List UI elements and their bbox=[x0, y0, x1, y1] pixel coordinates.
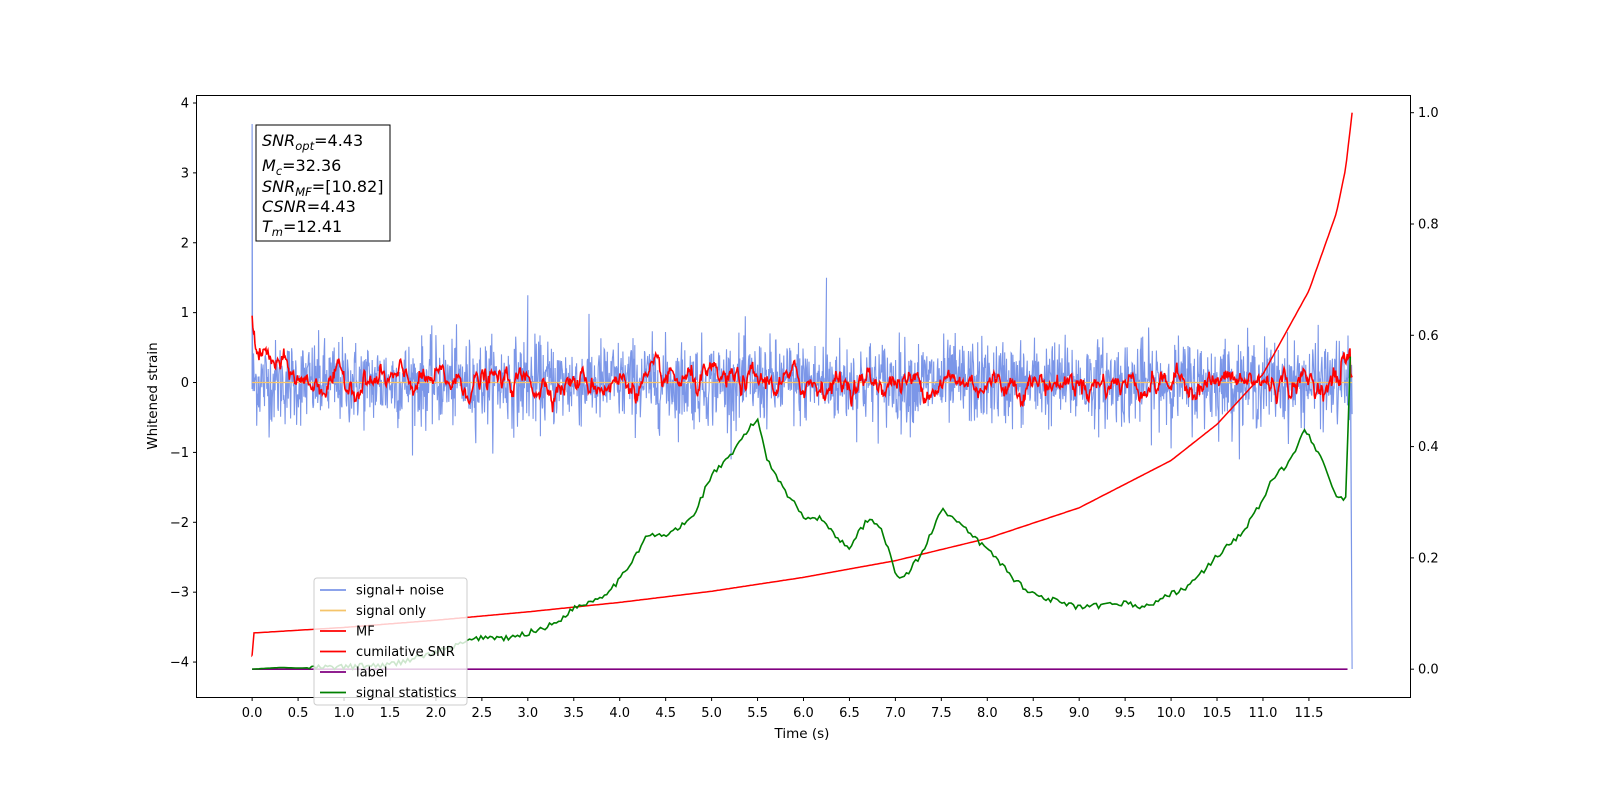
x-axis-ticks: 0.0 0.5 1.0 1.5 2.0 2.5 3.0 3.5 4.0 4.5 5.0 5.5 6.0 6… bbox=[242, 697, 1323, 721]
annotation-snr-opt: SNRopt=4.43 bbox=[262, 131, 363, 153]
legend-label: signal+ noise bbox=[356, 584, 444, 599]
x-tick-label: 4.5 bbox=[655, 706, 676, 721]
x-tick-label: 1.0 bbox=[334, 706, 355, 721]
y-left-tick-label: 0 bbox=[181, 376, 189, 391]
x-tick-label: 8.0 bbox=[977, 706, 998, 721]
y-left-tick-label: −4 bbox=[170, 656, 189, 671]
legend-label: label bbox=[356, 666, 387, 681]
annotation-csnr: CSNR=4.43 bbox=[262, 197, 356, 216]
x-tick-label: 0.5 bbox=[288, 706, 309, 721]
x-axis-label: Time (s) bbox=[774, 726, 830, 742]
x-tick-label: 7.5 bbox=[931, 706, 952, 721]
x-tick-label: 6.5 bbox=[839, 706, 860, 721]
annotation-tm: Tm=12.41 bbox=[262, 217, 342, 239]
y-right-tick-label: 0.2 bbox=[1418, 551, 1439, 566]
x-tick-label: 11.5 bbox=[1294, 706, 1323, 721]
x-tick-label: 5.0 bbox=[701, 706, 722, 721]
y-right-tick-label: 1.0 bbox=[1418, 106, 1439, 121]
x-tick-label: 8.5 bbox=[1023, 706, 1044, 721]
series-mf bbox=[251, 315, 1353, 413]
annotation-snr-mf: SNRMF=[10.82] bbox=[262, 177, 384, 199]
legend-label: cumilative SNR bbox=[356, 645, 455, 660]
x-tick-label: 7.0 bbox=[885, 706, 906, 721]
legend-box bbox=[313, 577, 468, 706]
y-left-tick-label: 2 bbox=[181, 236, 189, 251]
y-left-tick-label: −1 bbox=[170, 446, 189, 461]
y-axis-right-ticks: 1.0 0.8 0.6 0.4 0.2 0.0 bbox=[1410, 106, 1439, 678]
legend-label: signal only bbox=[356, 604, 426, 619]
x-tick-label: 2.0 bbox=[426, 706, 447, 721]
y-right-tick-label: 0.6 bbox=[1418, 329, 1439, 344]
x-tick-label: 10.0 bbox=[1157, 706, 1186, 721]
x-tick-label: 3.5 bbox=[563, 706, 584, 721]
x-tick-label: 5.5 bbox=[747, 706, 768, 721]
x-tick-label: 9.5 bbox=[1115, 706, 1136, 721]
x-tick-label: 2.5 bbox=[472, 706, 493, 721]
x-tick-label: 3.0 bbox=[517, 706, 538, 721]
y-axis-label: Whitened strain bbox=[145, 342, 161, 449]
legend-label: MF bbox=[356, 625, 375, 640]
legend: signal+ noise signal only MF cumilative SNR… bbox=[313, 577, 468, 706]
legend-label: signal statistics bbox=[356, 686, 457, 701]
y-axis-left-ticks: 4 3 2 1 0 −1 −2 −3 −4 bbox=[170, 96, 197, 671]
x-tick-label: 6.0 bbox=[793, 706, 814, 721]
y-left-tick-label: 1 bbox=[181, 306, 189, 321]
x-tick-label: 0.0 bbox=[242, 706, 263, 721]
x-tick-label: 4.0 bbox=[609, 706, 630, 721]
y-right-tick-label: 0.4 bbox=[1418, 440, 1439, 455]
x-tick-label: 10.5 bbox=[1203, 706, 1232, 721]
x-tick-label: 1.5 bbox=[380, 706, 401, 721]
x-tick-label: 9.0 bbox=[1069, 706, 1090, 721]
y-right-tick-label: 0.8 bbox=[1418, 217, 1439, 232]
x-tick-label: 11.0 bbox=[1248, 706, 1277, 721]
y-left-tick-label: 3 bbox=[181, 166, 189, 181]
y-left-tick-label: 4 bbox=[181, 96, 189, 111]
annotation-mc: Mc=32.36 bbox=[262, 156, 341, 178]
y-right-tick-label: 0.0 bbox=[1418, 663, 1439, 678]
annotation-box: SNRopt=4.43 Mc=32.36 SNRMF=[10.82] CSNR=… bbox=[255, 124, 391, 242]
y-left-tick-label: −2 bbox=[170, 516, 189, 531]
y-left-tick-label: −3 bbox=[170, 586, 189, 601]
